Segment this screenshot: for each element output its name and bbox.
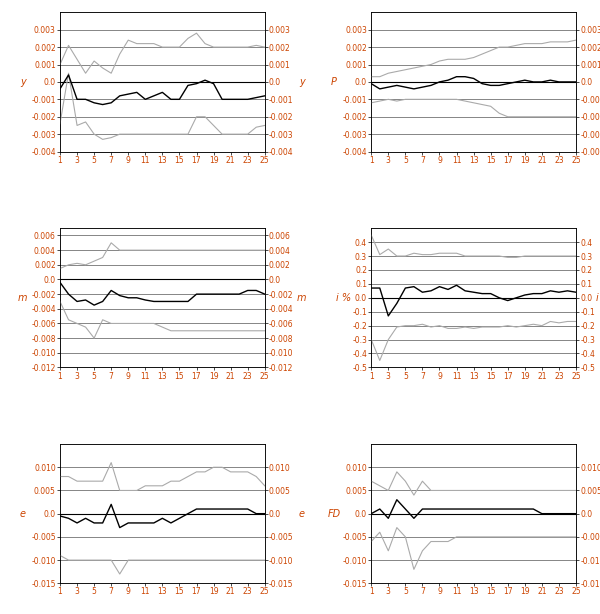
Y-axis label: FD: FD: [328, 508, 341, 519]
Y-axis label: e: e: [299, 508, 305, 519]
Y-axis label: e: e: [20, 508, 26, 519]
Y-axis label: m: m: [297, 293, 307, 303]
Y-axis label: P: P: [331, 77, 337, 87]
Y-axis label: i %: i %: [596, 293, 600, 303]
Y-axis label: y: y: [299, 77, 305, 87]
Y-axis label: i %: i %: [337, 293, 352, 303]
Y-axis label: m: m: [18, 293, 28, 303]
Y-axis label: y: y: [20, 77, 26, 87]
